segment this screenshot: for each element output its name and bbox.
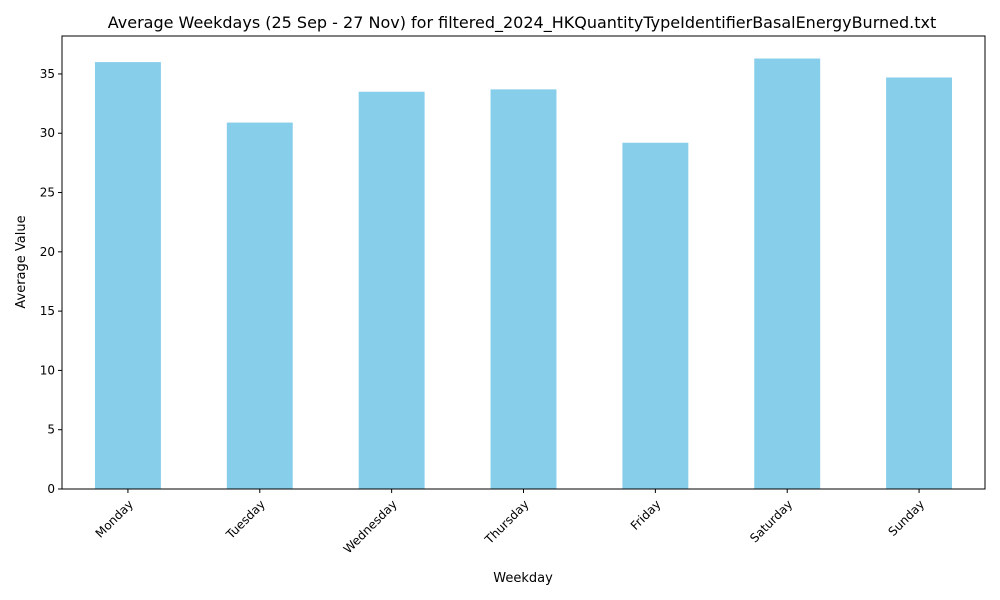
x-tick-label: Wednesday — [341, 497, 400, 556]
y-axis: 0 5 10 15 20 25 30 35 — [40, 67, 62, 496]
y-tick-label: 0 — [47, 482, 55, 496]
y-tick-label: 5 — [47, 423, 55, 437]
plot-frame — [61, 35, 986, 490]
x-tick-label: Monday — [93, 497, 136, 540]
x-axis: Monday Tuesday Wednesday Thursday Friday Satu… — [93, 489, 928, 556]
bar-monday — [94, 62, 161, 490]
x-tick-label: Thursday — [482, 497, 532, 547]
y-tick-label: 15 — [40, 304, 55, 318]
x-tick-label: Sunday — [886, 497, 928, 539]
chart-title: Average Weekdays (25 Sep - 27 Nov) for f… — [108, 13, 936, 33]
bar-sunday — [886, 77, 953, 489]
x-axis-label: Weekday — [493, 571, 553, 586]
bar-thursday — [490, 89, 557, 489]
y-tick-label: 30 — [40, 126, 55, 140]
bar-friday — [622, 142, 689, 489]
y-tick-label: 25 — [40, 186, 55, 200]
y-axis-label: Average Value — [14, 215, 29, 308]
y-tick-label: 20 — [40, 245, 55, 259]
x-tick-label: Saturday — [747, 497, 795, 545]
bar-saturday — [754, 58, 821, 490]
bars-group — [94, 58, 953, 490]
bar-tuesday — [226, 122, 293, 490]
x-tick-label: Friday — [628, 497, 664, 533]
bar-wednesday — [358, 91, 425, 490]
y-tick-label: 10 — [40, 363, 55, 377]
x-tick-label: Tuesday — [223, 497, 268, 542]
y-tick-label: 35 — [40, 67, 55, 81]
